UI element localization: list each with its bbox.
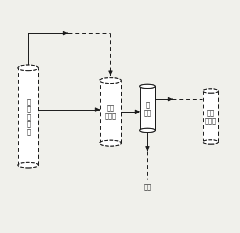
Ellipse shape [203, 89, 218, 93]
Text: 污水: 污水 [144, 183, 151, 190]
Ellipse shape [140, 84, 155, 89]
Text: 水
解
脱
附
塔: 水 解 脱 附 塔 [26, 98, 30, 135]
Ellipse shape [18, 162, 38, 168]
Ellipse shape [100, 140, 121, 146]
Ellipse shape [100, 78, 121, 83]
Text: 深
冷塔: 深 冷塔 [144, 101, 151, 116]
Ellipse shape [203, 89, 218, 93]
Text: 二段
压缩塔: 二段 压缩塔 [205, 109, 217, 124]
Ellipse shape [140, 128, 155, 133]
Ellipse shape [18, 65, 38, 71]
Ellipse shape [100, 140, 121, 146]
Bar [140, 86, 155, 130]
Bar [18, 68, 38, 165]
Bar [100, 81, 121, 143]
Ellipse shape [140, 84, 155, 89]
Ellipse shape [140, 128, 155, 133]
Text: 水解
脱附塔: 水解 脱附塔 [104, 105, 116, 119]
Ellipse shape [18, 65, 38, 71]
Bar [203, 91, 218, 142]
Ellipse shape [203, 140, 218, 144]
Ellipse shape [203, 140, 218, 144]
Ellipse shape [18, 162, 38, 168]
Ellipse shape [100, 78, 121, 83]
